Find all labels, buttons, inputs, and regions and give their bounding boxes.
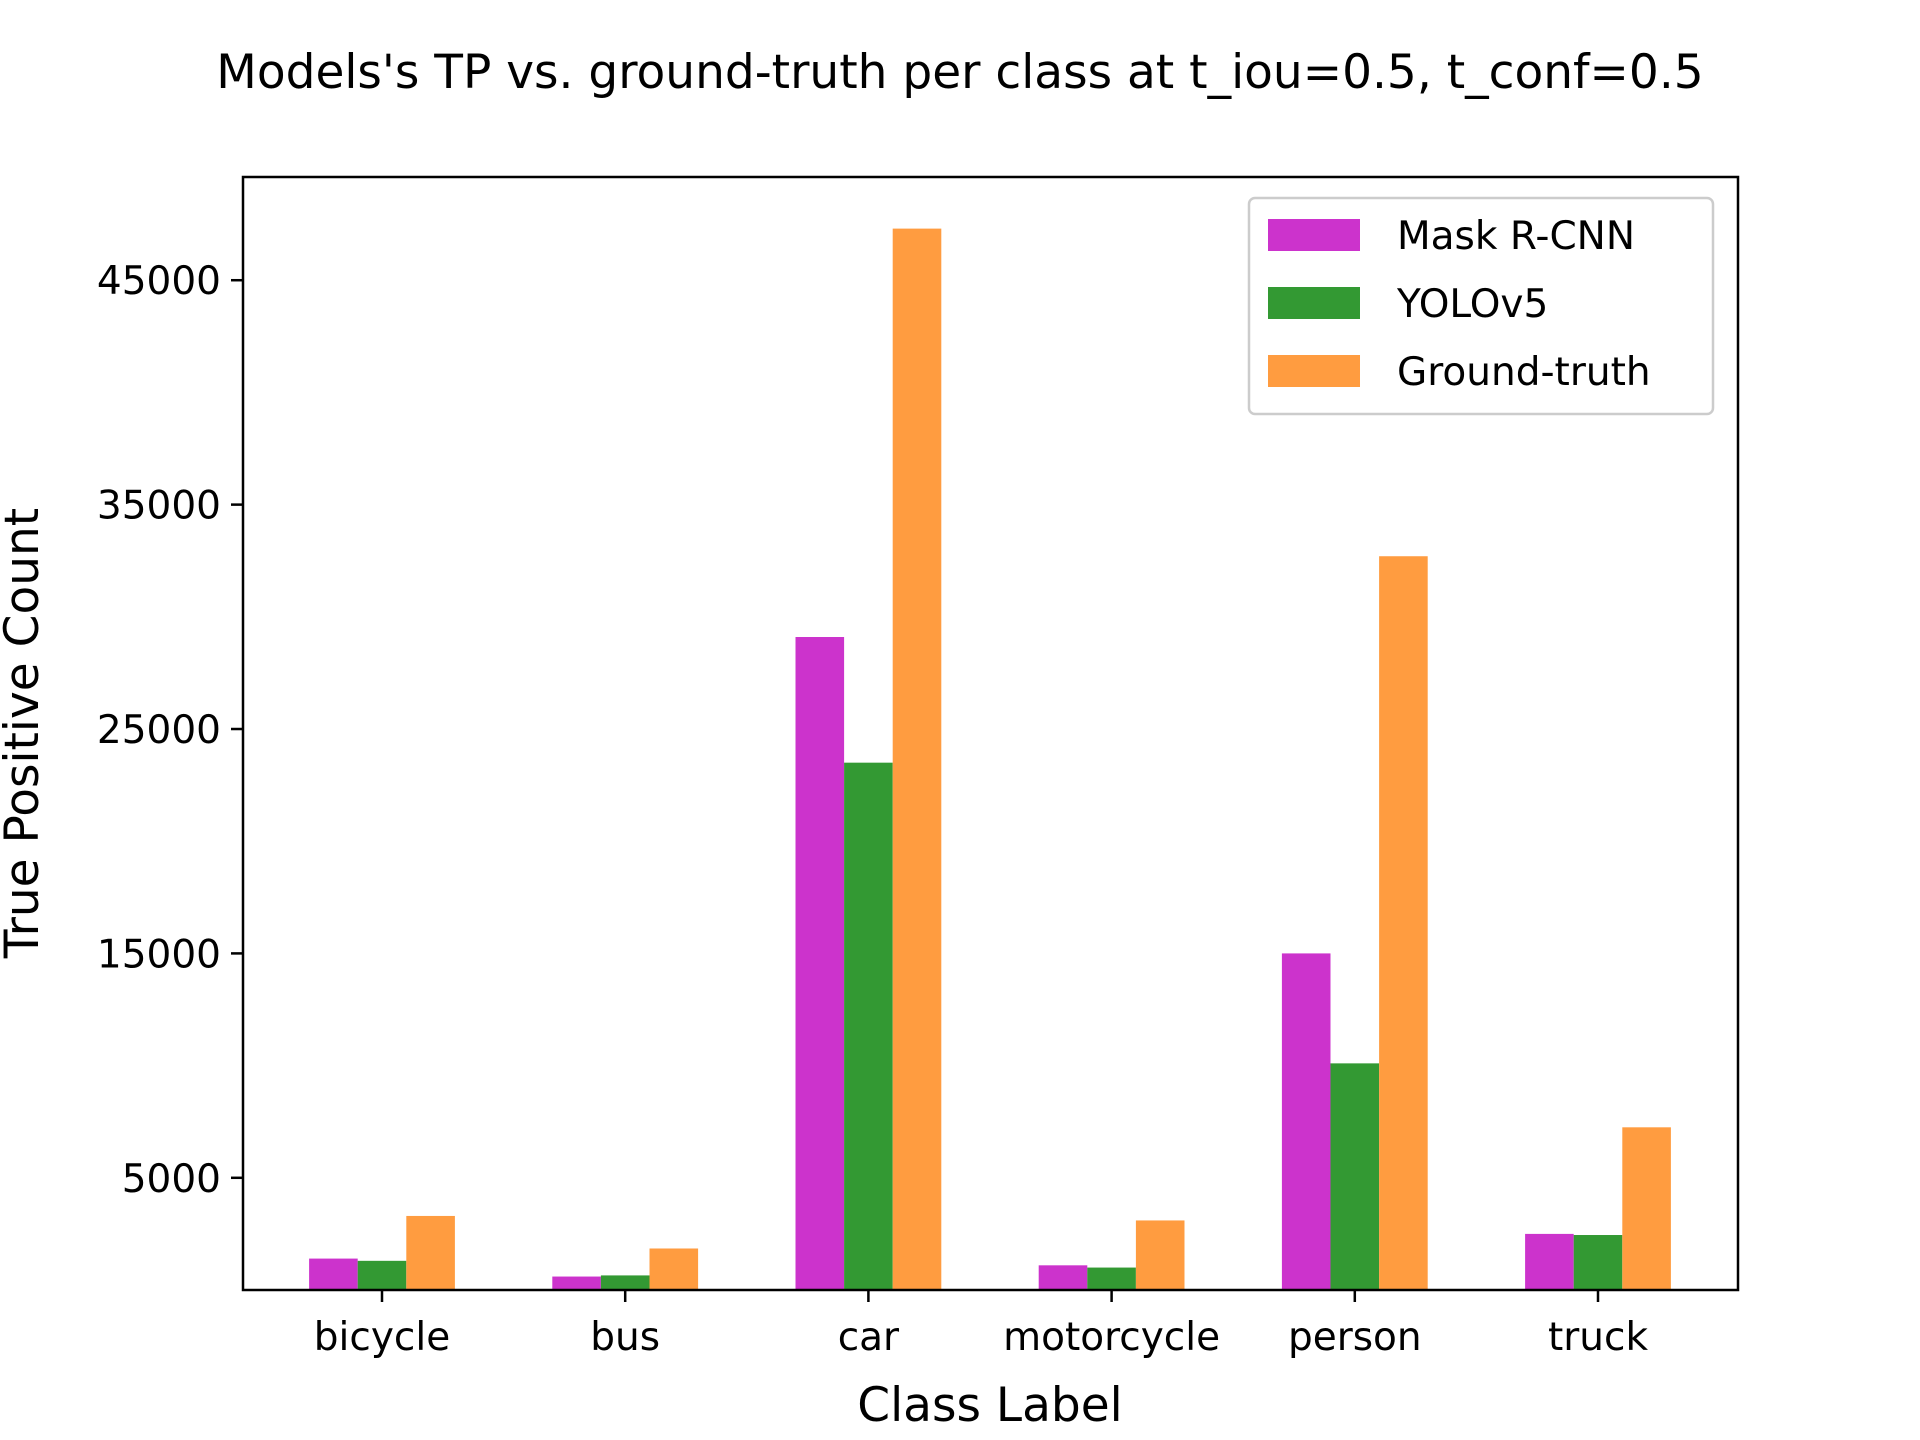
x-tick-label-truck: truck [1548, 1315, 1648, 1360]
bar-ground-truth-bicycle [406, 1215, 455, 1290]
bar-ground-truth-bus [649, 1248, 699, 1290]
x-tick-label-motorcycle: motorcycle [1003, 1315, 1220, 1360]
legend-swatch-yolov5 [1268, 287, 1360, 319]
y-axis-label: True Positive Count [0, 508, 50, 959]
legend-frame [1247, 196, 1715, 416]
bar-mask-r-cnn-motorcycle [1038, 1265, 1088, 1290]
x-tick-label-bus: bus [590, 1315, 660, 1360]
y-tick-label: 35000 [97, 484, 221, 529]
y-tick-label: 25000 [97, 708, 221, 753]
bar-yolov5-motorcycle [1087, 1267, 1136, 1290]
x-axis-label: Class Label [857, 1378, 1122, 1433]
bar-mask-r-cnn-bicycle [309, 1258, 358, 1290]
bar-yolov5-person [1330, 1063, 1380, 1290]
x-tick-label-person: person [1288, 1315, 1422, 1360]
bar-ground-truth-car [892, 228, 942, 1291]
legend-swatch-ground-truth [1268, 355, 1360, 387]
bars-group [309, 228, 1671, 1291]
y-axis: 5000 15000 25000 35000 45000 [97, 259, 243, 1202]
bar-mask-r-cnn-bus [552, 1276, 601, 1290]
x-tick-label-car: car [838, 1315, 900, 1360]
y-tick-label: 15000 [97, 932, 221, 977]
y-tick-label: 5000 [122, 1157, 221, 1202]
bar-yolov5-truck [1573, 1235, 1623, 1290]
bar-yolov5-bus [600, 1275, 650, 1290]
legend-swatch-mask-r-cnn [1268, 219, 1360, 251]
bar-mask-r-cnn-car [795, 637, 845, 1290]
bar-mask-r-cnn-truck [1525, 1233, 1574, 1290]
bar-ground-truth-motorcycle [1135, 1220, 1185, 1290]
legend-label: Ground-truth [1397, 350, 1651, 395]
plot-frame [241, 175, 1740, 1292]
bar-yolov5-car [844, 762, 893, 1290]
legend-label: YOLOv5 [1396, 282, 1548, 327]
bar-mask-r-cnn-person [1281, 953, 1331, 1290]
chart-title: Models's TP vs. ground-truth per class a… [216, 45, 1703, 100]
bar-ground-truth-person [1379, 556, 1428, 1290]
bar-ground-truth-truck [1622, 1127, 1671, 1290]
legend-label: Mask R-CNN [1397, 214, 1635, 259]
y-tick-label: 45000 [97, 259, 221, 304]
x-axis: bicycle bus car motorcycle person truck [314, 1290, 1648, 1360]
bar-yolov5-bicycle [357, 1260, 407, 1290]
x-tick-label-bicycle: bicycle [314, 1315, 450, 1360]
legend: Mask R-CNN YOLOv5 Ground-truth [1247, 196, 1715, 416]
